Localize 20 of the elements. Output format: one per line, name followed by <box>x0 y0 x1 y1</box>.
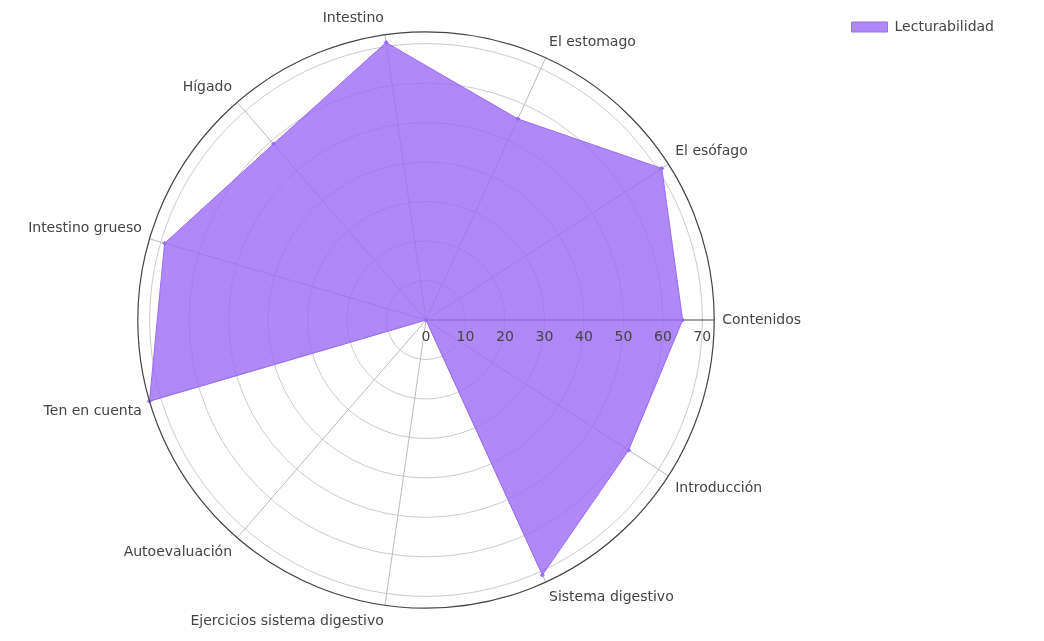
spoke-label: Introducción <box>675 479 763 496</box>
spoke-label: Hígado <box>182 78 233 95</box>
spoke-label: Intestino grueso <box>28 218 142 235</box>
spoke-label: Ejercicios sistema digestivo <box>190 612 384 629</box>
spoke-label: Ten en cuenta <box>42 402 142 419</box>
spoke-label: El esófago <box>675 142 748 159</box>
spoke-label: Autoevaluación <box>123 542 233 559</box>
spoke-label: Intestino <box>322 9 384 26</box>
y-tick-label: 0 <box>421 327 431 344</box>
spoke-label: Contenidos <box>722 310 802 327</box>
y-tick-label: 20 <box>496 327 514 344</box>
spoke-label: Sistema digestivo <box>549 588 674 605</box>
spoke-label: El estomago <box>549 32 636 49</box>
y-tick-label: 60 <box>653 327 672 344</box>
y-tick-label: 50 <box>614 327 633 344</box>
y-tick-label: 70 <box>693 327 712 344</box>
y-tick-label: 30 <box>535 327 554 344</box>
y-tick-label: 40 <box>575 327 593 344</box>
y-tick-label: 10 <box>456 327 475 344</box>
legend-label: Lecturabilidad <box>894 17 995 34</box>
